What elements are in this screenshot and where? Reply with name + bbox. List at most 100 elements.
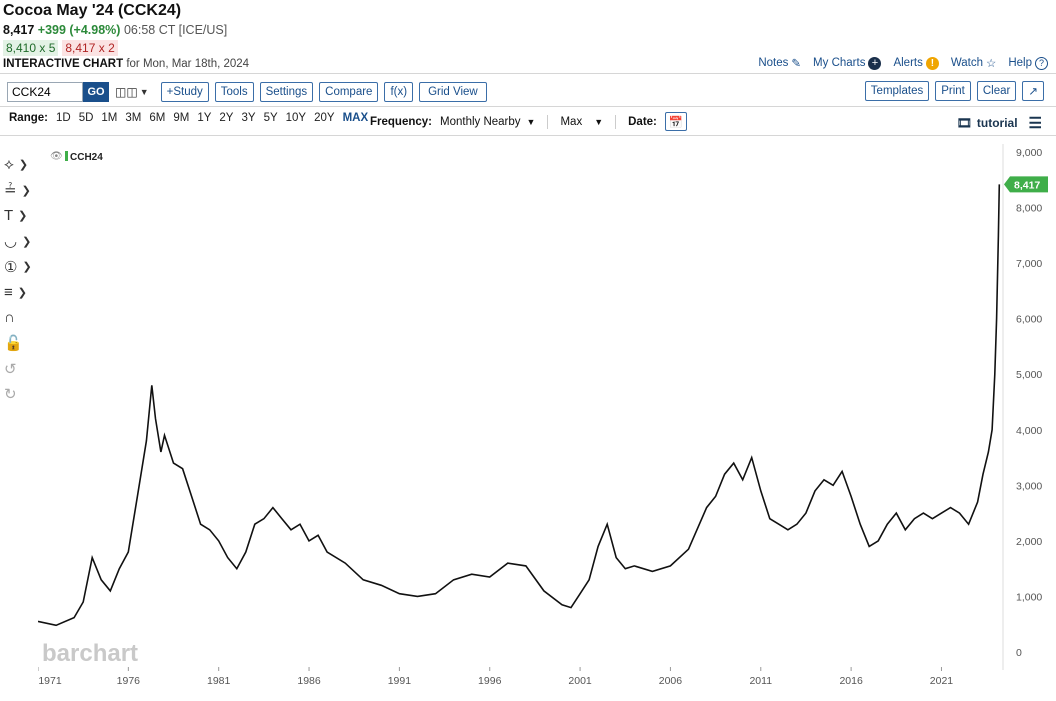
range-option-3y[interactable]: 3Y bbox=[241, 112, 256, 124]
grid-view-button[interactable]: Grid View bbox=[419, 82, 487, 102]
y-tick-label: 4,000 bbox=[1016, 425, 1042, 437]
star-icon: ☆ bbox=[986, 58, 997, 70]
undo-tool[interactable]: ↺ bbox=[4, 356, 36, 382]
y-tick-label: 1,000 bbox=[1016, 591, 1042, 603]
symbol-input[interactable] bbox=[7, 82, 83, 102]
print-button[interactable]: Print bbox=[935, 81, 971, 101]
calendar-button[interactable]: 📅 bbox=[664, 112, 688, 131]
settings-button[interactable]: Settings bbox=[259, 82, 314, 102]
max-value: Max bbox=[560, 115, 583, 128]
frequency-bar: Frequency: Monthly Nearby ▼ Max ▼ Date: 📅 bbox=[370, 112, 688, 131]
help-label: Help bbox=[1008, 57, 1032, 69]
templates-button[interactable]: Templates bbox=[864, 81, 930, 101]
measure-icon: ≡ bbox=[4, 283, 13, 301]
numbered-circle-icon: ① bbox=[4, 258, 18, 276]
price-chart[interactable]: barchart 👁 CCH24 0 1,000 2,000 3,000 4,000 5,… bbox=[37, 140, 1052, 692]
chevron-right-icon: ❯ bbox=[18, 159, 29, 172]
toolbar-divider bbox=[0, 106, 1056, 107]
range-bar: Range: 1D 5D 1M 3M 6M 9M 1Y 2Y 3Y 5Y 10Y 20Y MAX bbox=[9, 112, 368, 124]
line-tool[interactable]: ≟ ❯ bbox=[4, 178, 36, 204]
text-tool[interactable]: T ❯ bbox=[4, 203, 36, 229]
x-tick-label: 2021 bbox=[930, 675, 954, 687]
range-option-9m[interactable]: 9M bbox=[173, 112, 190, 124]
y-tick-label: 2,000 bbox=[1016, 536, 1042, 548]
max-dropdown[interactable]: Max ▼ bbox=[560, 116, 603, 128]
chevron-down-icon: ▼ bbox=[526, 116, 536, 127]
x-tick-label: 2016 bbox=[839, 675, 863, 687]
menu-icon[interactable]: ☰ bbox=[1028, 115, 1042, 132]
notes-label: Notes bbox=[758, 57, 789, 69]
redo-icon: ↻ bbox=[4, 386, 17, 404]
toolbar-right: Templates Print Clear ↗ bbox=[864, 81, 1044, 101]
quote-line: 8,417 +399 (+4.98%) 06:58 CT [ICE/US] bbox=[3, 23, 227, 37]
range-option-10y[interactable]: 10Y bbox=[285, 112, 307, 124]
redo-tool[interactable]: ↻ bbox=[4, 382, 36, 408]
range-option-20y[interactable]: 20Y bbox=[314, 112, 335, 124]
range-option-max[interactable]: MAX bbox=[342, 112, 369, 124]
help-link[interactable]: Help? bbox=[1008, 56, 1048, 70]
alerts-link[interactable]: Alerts! bbox=[893, 56, 939, 70]
x-tick-label: 1981 bbox=[207, 675, 231, 687]
x-tick-label: 2006 bbox=[659, 675, 683, 687]
chevron-down-icon: ▼ bbox=[594, 116, 604, 127]
date-label: Date: bbox=[628, 115, 657, 128]
chart-area[interactable]: barchart 👁 CCH24 0 1,000 2,000 3,000 4,000 5,… bbox=[37, 140, 1052, 697]
last-value-label: 8,417 bbox=[1014, 179, 1040, 191]
watermark: barchart bbox=[42, 640, 138, 667]
magnet-tool[interactable]: ∩ bbox=[4, 305, 36, 331]
range-option-2y[interactable]: 2Y bbox=[219, 112, 234, 124]
chevron-right-icon: ❯ bbox=[21, 184, 31, 197]
clear-button[interactable]: Clear bbox=[976, 81, 1017, 101]
y-tick-label: 8,000 bbox=[1016, 203, 1042, 215]
chevron-down-icon: ▼ bbox=[139, 87, 149, 97]
divider bbox=[615, 114, 617, 129]
frequency-label: Frequency: bbox=[370, 115, 432, 128]
header-divider bbox=[0, 73, 1056, 74]
ask-value: 8,417 x 2 bbox=[62, 40, 118, 56]
tutorial-link[interactable]: 🎞 tutorial ☰ bbox=[957, 114, 1042, 132]
notes-link[interactable]: Notes ✎ bbox=[758, 56, 801, 70]
measure-tool[interactable]: ≡ ❯ bbox=[4, 280, 36, 306]
eye-icon: 👁 bbox=[50, 151, 63, 162]
expand-button[interactable]: ↗ bbox=[1022, 81, 1044, 101]
range-option-5y[interactable]: 5Y bbox=[263, 112, 278, 124]
annotation-tool[interactable]: ① ❯ bbox=[4, 254, 36, 280]
my-charts-link[interactable]: My Charts + bbox=[813, 56, 882, 70]
legend-series-name: CCH24 bbox=[70, 152, 103, 163]
x-tick-label: 1991 bbox=[388, 675, 412, 687]
lock-tool[interactable]: 🔓 bbox=[4, 331, 36, 357]
y-tick-label: 3,000 bbox=[1016, 480, 1042, 492]
alerts-label: Alerts bbox=[893, 57, 923, 69]
curve-tool[interactable]: ◡ ❯ bbox=[4, 229, 36, 255]
divider bbox=[547, 114, 549, 129]
undo-icon: ↺ bbox=[4, 360, 17, 378]
range-option-6m[interactable]: 6M bbox=[149, 112, 166, 124]
chart-type-dropdown[interactable]: ◫◫ ▼ bbox=[115, 85, 149, 99]
x-tick-label: 2011 bbox=[749, 675, 772, 687]
legend-swatch bbox=[65, 151, 68, 161]
pencil-icon: ✎ bbox=[791, 58, 802, 70]
tutorial-label: tutorial bbox=[976, 116, 1018, 130]
function-button[interactable]: f(x) bbox=[384, 82, 414, 102]
chevron-right-icon: ❯ bbox=[22, 261, 32, 274]
trendline-icon: ≟ bbox=[4, 182, 17, 200]
y-tick-label: 7,000 bbox=[1016, 258, 1042, 270]
frequency-dropdown[interactable]: Monthly Nearby ▼ bbox=[440, 116, 535, 128]
range-option-1d[interactable]: 1D bbox=[55, 112, 71, 124]
range-option-1y[interactable]: 1Y bbox=[197, 112, 212, 124]
range-option-3m[interactable]: 3M bbox=[125, 112, 142, 124]
watch-link[interactable]: Watch ☆ bbox=[951, 56, 996, 70]
y-tick-label: 5,000 bbox=[1016, 369, 1042, 381]
range-option-5d[interactable]: 5D bbox=[78, 112, 94, 124]
crosshair-tool[interactable]: ⟡ ❯ bbox=[4, 152, 36, 178]
study-button[interactable]: +Study bbox=[160, 82, 209, 102]
crosshair-icon: ⟡ bbox=[4, 156, 14, 174]
chevron-right-icon: ❯ bbox=[22, 235, 32, 248]
tools-button[interactable]: Tools bbox=[214, 82, 254, 102]
go-button[interactable]: GO bbox=[83, 82, 109, 102]
my-charts-label: My Charts bbox=[813, 57, 866, 69]
film-icon: 🎞 bbox=[956, 116, 972, 130]
compare-button[interactable]: Compare bbox=[319, 82, 379, 102]
range-option-1m[interactable]: 1M bbox=[101, 112, 118, 124]
chevron-right-icon: ❯ bbox=[18, 210, 28, 223]
